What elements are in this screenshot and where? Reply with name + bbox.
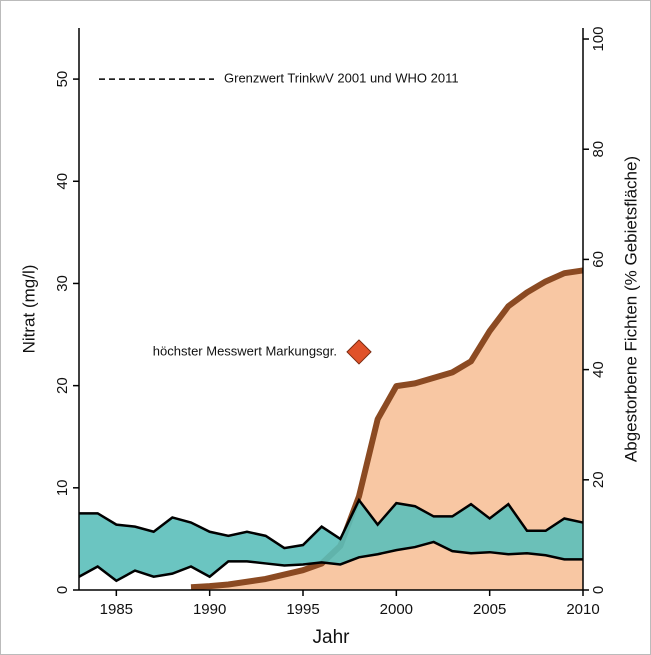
x-tick-label: 1995 xyxy=(286,601,319,618)
y-tick-label: 10 xyxy=(54,479,71,496)
x-tick-label: 2010 xyxy=(566,601,599,618)
x-axis-label: Jahr xyxy=(313,627,351,648)
band-fill xyxy=(79,500,583,581)
band-upper-line xyxy=(79,497,584,550)
x-tick-label: 2005 xyxy=(473,601,506,618)
marker-label: höchster Messwert Markungsgr. xyxy=(153,343,337,358)
y2-tick-label: 0 xyxy=(590,586,607,594)
x-tick-label: 1985 xyxy=(100,601,133,618)
y-axis-label: Nitrat (mg/l) xyxy=(19,265,38,354)
y-tick-label: 0 xyxy=(54,586,71,594)
x-tick-label: 1990 xyxy=(193,601,226,618)
band-lower-line xyxy=(78,540,583,583)
area-fill xyxy=(191,270,583,590)
y2-tick-label: 40 xyxy=(590,361,607,378)
threshold-label: Grenzwert TrinkwV 2001 und WHO 2011 xyxy=(224,71,459,86)
marker xyxy=(346,339,372,365)
y-tick-label: 50 xyxy=(54,71,71,88)
y-tick-label: 40 xyxy=(54,173,71,190)
y-tick-label: 20 xyxy=(54,377,71,394)
y-tick-label: 30 xyxy=(54,275,71,292)
y2-tick-label: 20 xyxy=(590,471,607,488)
y2-tick-label: 60 xyxy=(590,251,607,268)
y2-axis-label: Abgestorbene Fichten (% Gebietsfläche) xyxy=(621,156,640,462)
x-tick-label: 2000 xyxy=(380,601,413,618)
y2-tick-label: 80 xyxy=(590,141,607,158)
area-line xyxy=(190,267,584,591)
y2-tick-label: 100 xyxy=(590,27,607,52)
